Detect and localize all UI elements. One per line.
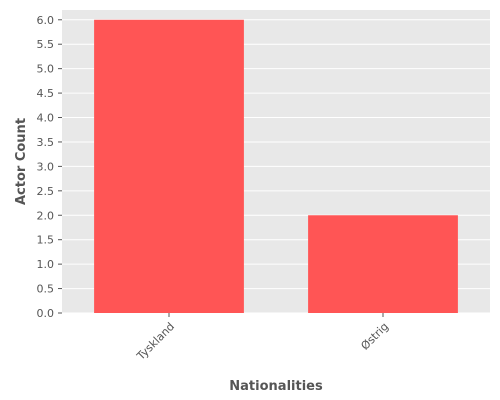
y-tick-label: 2.5 (37, 185, 55, 198)
y-tick-label: 0.5 (37, 283, 55, 296)
x-axis-label: Nationalities (229, 379, 323, 394)
y-tick-label: 3.0 (37, 160, 55, 173)
y-tick-label: 5.0 (37, 63, 55, 76)
y-tick-label: 4.5 (37, 87, 55, 100)
y-tick-label: 1.5 (37, 234, 55, 247)
x-axis-ticks: Tyskland Østrig (134, 313, 391, 363)
y-axis-ticks: 0.0 0.5 1.0 1.5 2.0 2.5 3.0 3.5 4.0 4.5 5.0 5.5 6.0 (37, 14, 62, 320)
bar-tyskland (94, 19, 244, 313)
y-tick-label: 0.0 (37, 307, 55, 320)
y-tick-label: 6.0 (37, 14, 55, 27)
y-tick-label: 3.5 (37, 136, 55, 149)
y-axis-label: Actor Count (14, 118, 29, 205)
bars (94, 19, 458, 313)
y-tick-label: 1.0 (37, 258, 55, 271)
x-tick-label: Østrig (358, 320, 391, 353)
x-tick-label: Tyskland (134, 320, 177, 363)
y-tick-label: 2.0 (37, 209, 55, 222)
y-tick-label: 4.0 (37, 112, 55, 125)
bar-østrig (308, 215, 458, 313)
y-tick-label: 5.5 (37, 38, 55, 51)
